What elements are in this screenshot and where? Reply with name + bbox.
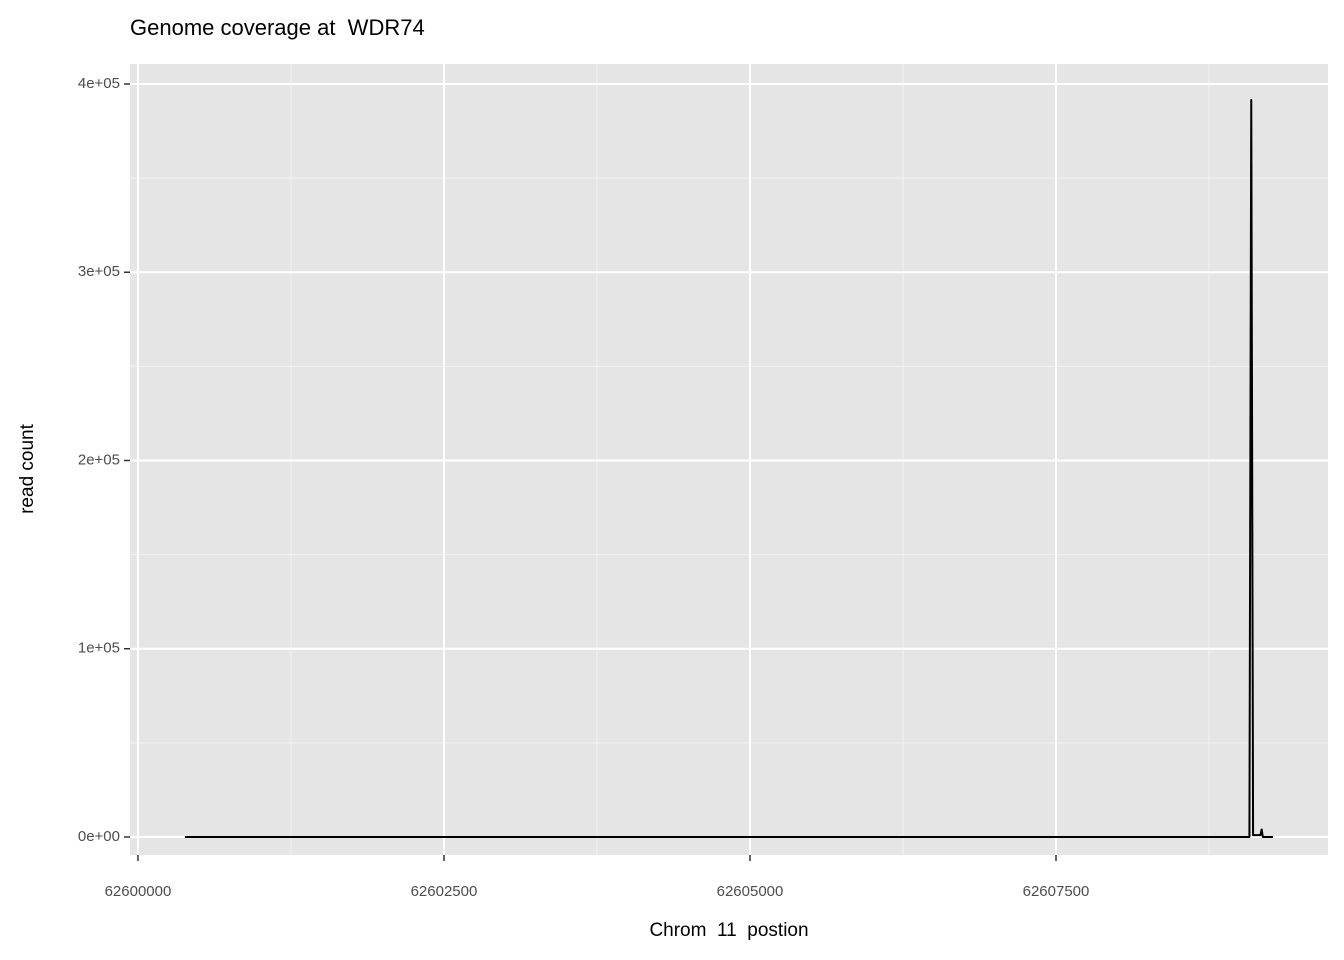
chart-title: Genome coverage at WDR74 [130, 15, 425, 40]
y-tick-label: 3e+05 [78, 263, 120, 280]
x-tick-label: 62605000 [717, 883, 784, 900]
y-axis-title: read count [17, 423, 38, 514]
y-tick-label: 0e+00 [78, 828, 120, 845]
grid [130, 64, 1328, 855]
y-tick-label: 2e+05 [78, 451, 120, 468]
marks [184, 99, 1274, 838]
x-tick-label: 62602500 [411, 883, 478, 900]
x-axis-title: Chrom 11 postion [649, 920, 808, 941]
x-tick-label: 62600000 [105, 883, 172, 900]
line [184, 99, 1274, 838]
x-tick-label: 62607500 [1023, 883, 1090, 900]
y-tick-label: 4e+05 [78, 75, 120, 92]
y-tick-label: 1e+05 [78, 640, 120, 657]
